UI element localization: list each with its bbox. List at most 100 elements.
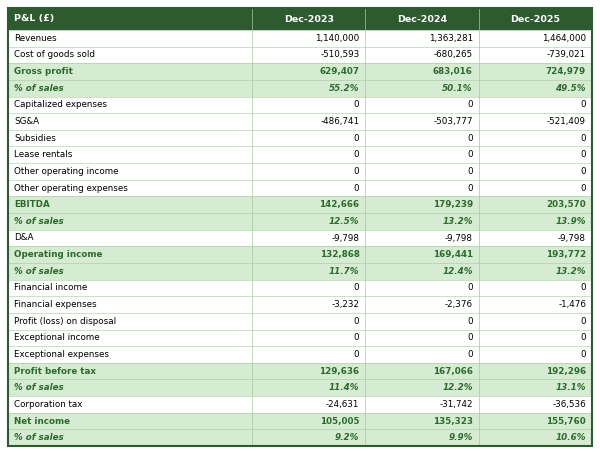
- Text: 0: 0: [580, 333, 586, 342]
- Text: -680,265: -680,265: [434, 50, 473, 59]
- Text: -2,376: -2,376: [445, 300, 473, 309]
- Bar: [8, 130, 592, 147]
- Text: 13.2%: 13.2%: [556, 267, 586, 276]
- Text: 0: 0: [354, 350, 359, 359]
- Bar: [8, 346, 592, 363]
- Text: 0: 0: [354, 100, 359, 109]
- Text: -9,798: -9,798: [445, 233, 473, 242]
- Text: 0: 0: [354, 167, 359, 176]
- Text: % of sales: % of sales: [14, 217, 64, 226]
- Text: Corporation tax: Corporation tax: [14, 400, 82, 409]
- Text: 10.6%: 10.6%: [556, 433, 586, 442]
- Text: 1,140,000: 1,140,000: [315, 34, 359, 43]
- Text: 0: 0: [580, 150, 586, 159]
- Text: % of sales: % of sales: [14, 84, 64, 93]
- Text: 0: 0: [580, 350, 586, 359]
- Bar: [8, 413, 592, 429]
- Bar: [8, 396, 592, 413]
- Text: 50.1%: 50.1%: [442, 84, 473, 93]
- Text: 13.9%: 13.9%: [556, 217, 586, 226]
- Text: Dec-2025: Dec-2025: [511, 15, 560, 24]
- Text: Other operating income: Other operating income: [14, 167, 119, 176]
- Text: 12.4%: 12.4%: [442, 267, 473, 276]
- Text: 0: 0: [354, 150, 359, 159]
- Text: Profit (loss) on disposal: Profit (loss) on disposal: [14, 317, 116, 326]
- Bar: [8, 47, 592, 63]
- Text: 49.5%: 49.5%: [556, 84, 586, 93]
- Text: 142,666: 142,666: [319, 200, 359, 209]
- Bar: [8, 63, 592, 80]
- Bar: [8, 213, 592, 230]
- Bar: [8, 30, 592, 47]
- Bar: [8, 180, 592, 197]
- Text: Dec-2024: Dec-2024: [397, 15, 447, 24]
- Text: 0: 0: [467, 333, 473, 342]
- Text: 13.1%: 13.1%: [556, 383, 586, 392]
- Bar: [8, 113, 592, 130]
- Text: 129,636: 129,636: [319, 367, 359, 375]
- Text: 0: 0: [467, 183, 473, 192]
- Text: 0: 0: [580, 167, 586, 176]
- Text: EBITDA: EBITDA: [14, 200, 50, 209]
- Text: -739,021: -739,021: [547, 50, 586, 59]
- Text: % of sales: % of sales: [14, 267, 64, 276]
- Bar: [8, 380, 592, 396]
- Bar: [8, 296, 592, 313]
- Bar: [8, 197, 592, 213]
- Text: Financial expenses: Financial expenses: [14, 300, 97, 309]
- Text: 0: 0: [467, 133, 473, 143]
- Text: 0: 0: [354, 333, 359, 342]
- Text: -1,476: -1,476: [558, 300, 586, 309]
- Text: -503,777: -503,777: [433, 117, 473, 126]
- Text: 724,979: 724,979: [546, 67, 586, 76]
- Text: Cost of goods sold: Cost of goods sold: [14, 50, 95, 59]
- Text: Profit before tax: Profit before tax: [14, 367, 96, 375]
- Text: 13.2%: 13.2%: [442, 217, 473, 226]
- Text: -3,232: -3,232: [331, 300, 359, 309]
- Bar: [8, 280, 592, 296]
- Text: 179,239: 179,239: [433, 200, 473, 209]
- Text: 0: 0: [354, 183, 359, 192]
- Text: Net income: Net income: [14, 416, 70, 425]
- Text: Exceptional expenses: Exceptional expenses: [14, 350, 109, 359]
- Text: 0: 0: [580, 283, 586, 292]
- Text: 0: 0: [354, 133, 359, 143]
- Text: 0: 0: [580, 133, 586, 143]
- Text: Gross profit: Gross profit: [14, 67, 73, 76]
- Bar: [8, 147, 592, 163]
- Text: 0: 0: [467, 150, 473, 159]
- Text: 0: 0: [467, 283, 473, 292]
- Text: Other operating expenses: Other operating expenses: [14, 183, 128, 192]
- Text: -31,742: -31,742: [439, 400, 473, 409]
- Bar: [8, 263, 592, 280]
- Text: -9,798: -9,798: [558, 233, 586, 242]
- Bar: [8, 163, 592, 180]
- Bar: [8, 97, 592, 113]
- Text: 167,066: 167,066: [433, 367, 473, 375]
- Bar: [8, 230, 592, 247]
- Text: D&A: D&A: [14, 233, 34, 242]
- Text: Capitalized expenses: Capitalized expenses: [14, 100, 107, 109]
- Text: % of sales: % of sales: [14, 383, 64, 392]
- Text: 193,772: 193,772: [546, 250, 586, 259]
- Text: 0: 0: [354, 283, 359, 292]
- Text: 135,323: 135,323: [433, 416, 473, 425]
- Text: 683,016: 683,016: [433, 67, 473, 76]
- Text: 0: 0: [467, 350, 473, 359]
- Text: 9.9%: 9.9%: [448, 433, 473, 442]
- Text: 0: 0: [467, 100, 473, 109]
- Text: -510,593: -510,593: [320, 50, 359, 59]
- Text: Financial income: Financial income: [14, 283, 87, 292]
- Text: 629,407: 629,407: [319, 67, 359, 76]
- Text: Subsidies: Subsidies: [14, 133, 56, 143]
- Text: 203,570: 203,570: [546, 200, 586, 209]
- Text: 12.5%: 12.5%: [329, 217, 359, 226]
- Text: 55.2%: 55.2%: [329, 84, 359, 93]
- Text: 155,760: 155,760: [546, 416, 586, 425]
- Text: 105,005: 105,005: [320, 416, 359, 425]
- Bar: [8, 313, 592, 330]
- Bar: [8, 8, 592, 30]
- Text: SG&A: SG&A: [14, 117, 39, 126]
- Text: 0: 0: [467, 167, 473, 176]
- Text: 9.2%: 9.2%: [335, 433, 359, 442]
